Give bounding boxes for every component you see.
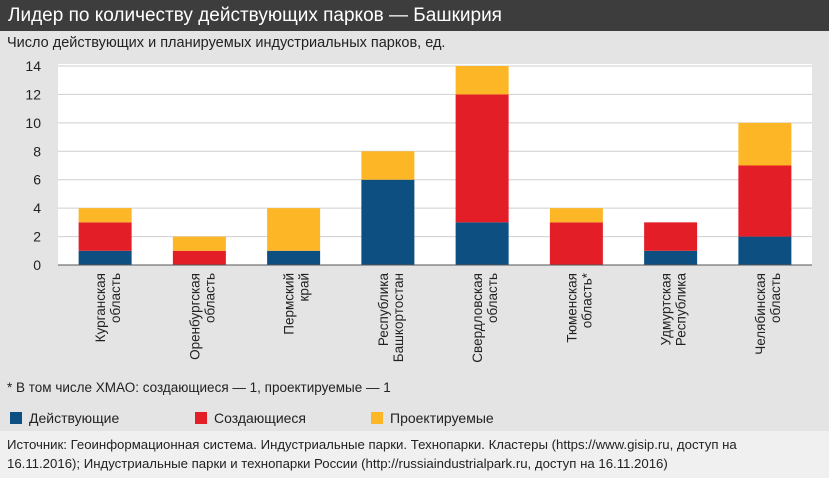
bar-segment — [644, 222, 698, 251]
x-tick-label: Курганская — [93, 273, 108, 342]
x-category-label: Удмуртская Республика — [659, 273, 689, 347]
legend-swatch-creating — [195, 412, 207, 424]
bar-segment — [738, 236, 792, 265]
y-tick-label: 12 — [25, 86, 41, 102]
bar-segment — [738, 122, 792, 166]
y-tick-label: 2 — [33, 229, 41, 245]
legend-swatch-active — [10, 412, 22, 424]
x-tick-label: Республика — [376, 273, 391, 347]
y-tick-label: 14 — [25, 58, 41, 74]
y-tick-label: 10 — [25, 115, 41, 131]
bar-segment — [361, 179, 415, 265]
x-tick-label: Челябинская — [753, 273, 768, 355]
bar-segment — [267, 208, 321, 251]
footnote: * В том числе ХМАО: создающиеся — 1, про… — [7, 380, 391, 395]
x-category-label: Тюменская область* — [564, 272, 594, 342]
legend-item-active: Действующие — [10, 410, 119, 426]
bar-segment — [172, 236, 226, 251]
bar-segment — [455, 94, 509, 223]
bar-segment — [455, 222, 509, 265]
x-category-label: Пермский край — [282, 273, 312, 335]
source-line-2: 16.11.2016); Индустриальные парки и техн… — [7, 456, 668, 471]
legend-swatch-planned — [371, 412, 383, 424]
x-tick-label: Удмуртская — [659, 273, 674, 345]
x-category-label: Республика Башкортостан — [376, 273, 406, 363]
x-tick-label: Оренбургская — [187, 273, 202, 360]
bar-segment — [361, 151, 415, 180]
bar-segment — [644, 250, 698, 265]
legend-label-active: Действующие — [29, 410, 120, 426]
bar-segment — [549, 208, 603, 223]
bar-segment — [78, 222, 132, 251]
legend-label-planned: Проектируемые — [390, 410, 494, 426]
x-tick-label: область — [108, 273, 123, 323]
x-tick-label: Башкортостан — [391, 273, 406, 362]
x-category-label: Курганская область — [93, 273, 123, 342]
bar-segment — [738, 165, 792, 237]
y-tick-label: 6 — [33, 172, 41, 188]
bar-segment — [78, 250, 132, 265]
bar-segment — [172, 250, 226, 265]
x-category-label: Оренбургская область — [187, 273, 217, 360]
source-line-1: Источник: Геоинформационная система. Инд… — [7, 437, 737, 452]
chart-title: Лидер по количеству действующих парков —… — [0, 0, 829, 31]
chart-subtitle: Число действующих и планируемых индустри… — [7, 35, 446, 51]
x-tick-label: область — [202, 273, 217, 323]
x-tick-label: область — [485, 273, 500, 323]
x-tick-label: область* — [579, 272, 594, 328]
x-tick-label: край — [297, 273, 312, 301]
x-tick-label: Республика — [674, 273, 689, 347]
x-tick-label: Пермский — [282, 273, 297, 335]
y-tick-label: 0 — [33, 257, 41, 273]
x-tick-label: Свердловская — [470, 273, 485, 363]
x-category-label: Челябинская область — [753, 273, 783, 355]
legend-item-creating: Создающиеся — [195, 410, 306, 426]
x-tick-label: область — [768, 273, 783, 323]
x-category-label: Свердловская область — [470, 273, 500, 363]
bar-segment — [78, 208, 132, 223]
legend-item-planned: Проектируемые — [371, 410, 494, 426]
legend: Действующие Создающиеся Проектируемые — [0, 410, 829, 430]
y-tick-label: 8 — [33, 143, 41, 159]
y-tick-label: 4 — [33, 200, 41, 216]
legend-label-creating: Создающиеся — [214, 410, 307, 426]
bar-segment — [267, 250, 321, 265]
source-note: Источник: Геоинформационная система. Инд… — [0, 431, 829, 478]
bar-segment — [549, 222, 603, 265]
x-tick-label: Тюменская — [564, 273, 579, 343]
bar-segment — [455, 66, 509, 95]
